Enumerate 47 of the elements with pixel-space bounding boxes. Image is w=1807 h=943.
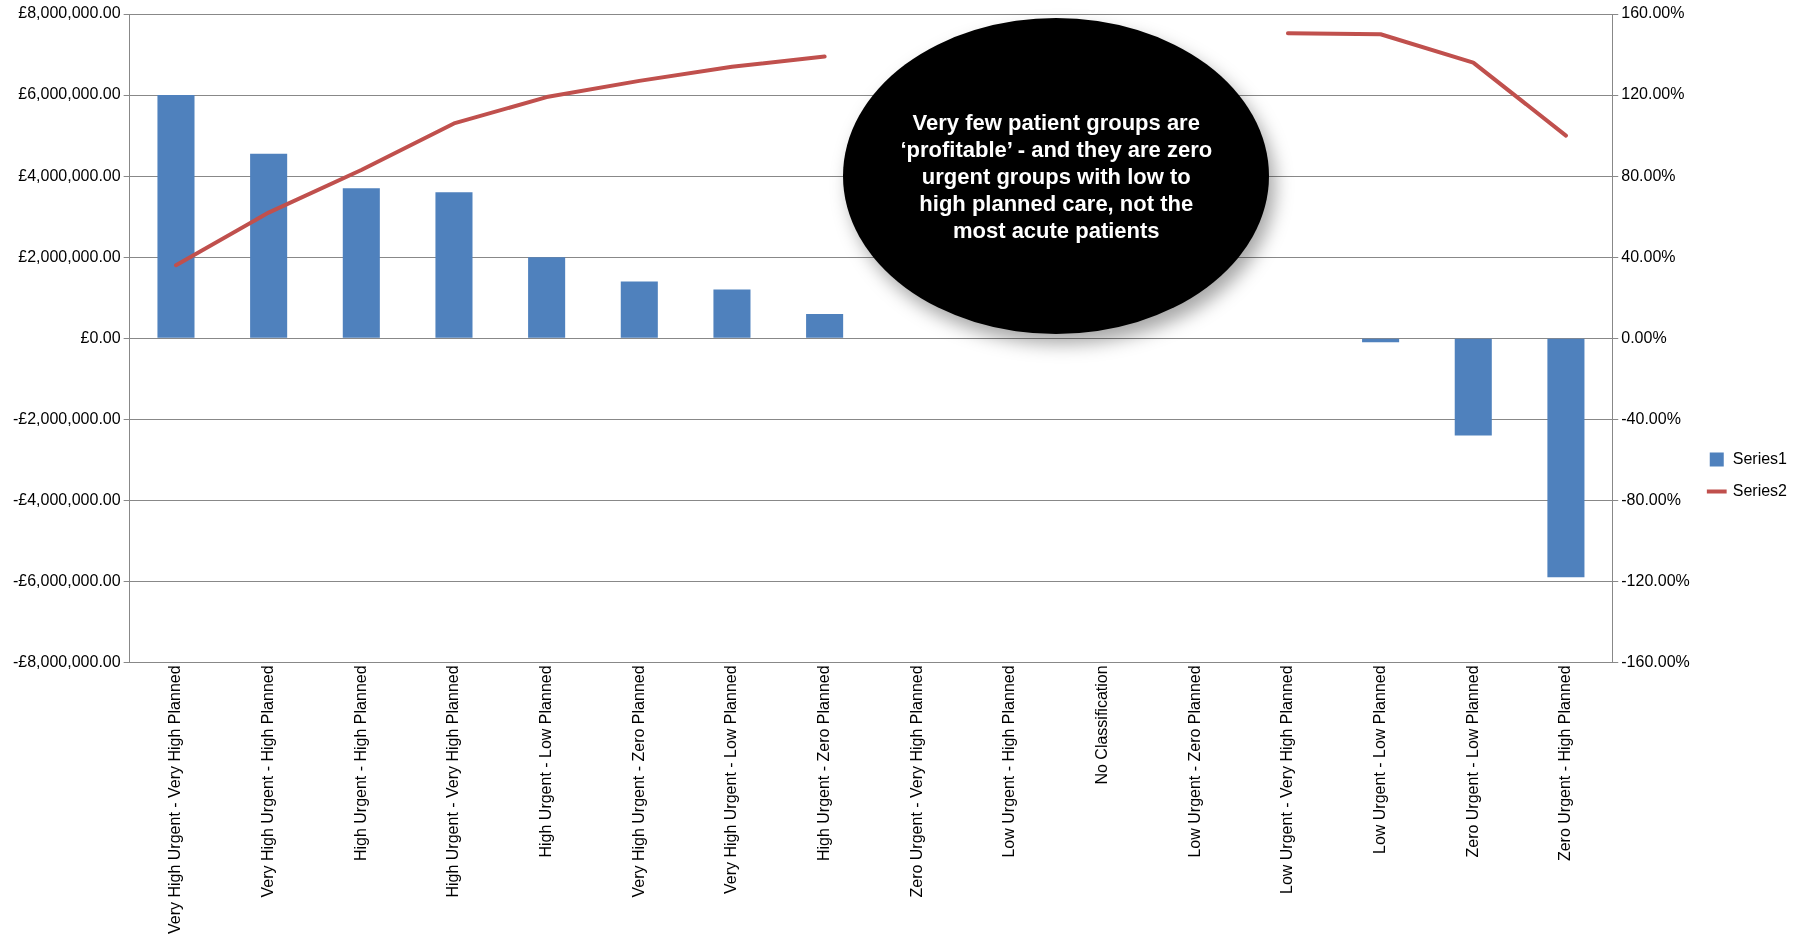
y-tick-label: £0.00 bbox=[80, 328, 121, 346]
annotation: Very few patient groups are ‘profitable’ - and they are zero urgent groups with low to high planned care, not the most acute patients bbox=[899, 108, 1214, 244]
y-tick-label: £4,000,000.00 bbox=[18, 166, 121, 184]
y2-tick-label: -40.00% bbox=[1621, 409, 1681, 427]
x-tick-label: Very High Urgent - Zero Planned bbox=[629, 665, 647, 898]
legend-label: Series1 bbox=[1732, 449, 1788, 467]
y2-tick-label: -120.00% bbox=[1621, 571, 1690, 589]
bar bbox=[620, 281, 658, 338]
y2-tick-label: -160.00% bbox=[1621, 652, 1690, 670]
bar bbox=[342, 188, 380, 338]
bar bbox=[435, 192, 473, 338]
y-tick-label: -£8,000,000.00 bbox=[12, 652, 121, 670]
y2-tick-label: 0.00% bbox=[1621, 328, 1667, 346]
y-tick-label: £8,000,000.00 bbox=[18, 4, 121, 22]
x-tick-label: Zero Urgent - Low Planned bbox=[1463, 665, 1481, 858]
y2-tick-label: 40.00% bbox=[1621, 247, 1676, 265]
bar bbox=[157, 95, 195, 338]
y2-tick-label: 160.00% bbox=[1621, 4, 1685, 22]
bar bbox=[250, 153, 288, 338]
bar bbox=[1454, 338, 1492, 436]
x-tick-label: Low Urgent - High Planned bbox=[1000, 665, 1018, 858]
x-tick-label: Low Urgent - Zero Planned bbox=[1185, 665, 1203, 858]
x-tick-label: High Urgent - Low Planned bbox=[537, 665, 555, 858]
bar bbox=[528, 257, 566, 338]
y-tick-label: £6,000,000.00 bbox=[18, 85, 121, 103]
x-tick-label: Zero Urgent - Very High Planned bbox=[907, 665, 925, 898]
y-tick-label: -£4,000,000.00 bbox=[12, 490, 121, 508]
bar bbox=[1547, 338, 1585, 578]
y-tick-label: -£6,000,000.00 bbox=[12, 571, 121, 589]
y-tick-label: £2,000,000.00 bbox=[18, 247, 121, 265]
x-tick-label: Low Urgent - Very High Planned bbox=[1278, 665, 1296, 894]
legend-label: Series2 bbox=[1732, 481, 1788, 499]
bar bbox=[806, 313, 844, 338]
y2-tick-label: 80.00% bbox=[1621, 166, 1676, 184]
x-tick-label: Very High Urgent - Low Planned bbox=[722, 665, 740, 894]
x-tick-label: High Urgent - Very High Planned bbox=[444, 665, 462, 898]
y2-tick-label: 120.00% bbox=[1621, 85, 1685, 103]
x-tick-label: Very High Urgent - Very High Planned bbox=[166, 665, 184, 935]
x-tick-label: High Urgent - Zero Planned bbox=[815, 665, 833, 862]
y-tick-label: -£2,000,000.00 bbox=[12, 409, 121, 427]
y2-tick-label: -80.00% bbox=[1621, 490, 1681, 508]
x-tick-label: Very High Urgent - High Planned bbox=[259, 665, 277, 898]
x-tick-label: Low Urgent - Low Planned bbox=[1371, 665, 1389, 854]
x-tick-label: Zero Urgent - High Planned bbox=[1556, 665, 1574, 862]
bar bbox=[713, 289, 751, 338]
x-tick-label: High Urgent - High Planned bbox=[351, 665, 369, 862]
x-tick-label: No Classification bbox=[1093, 665, 1111, 785]
